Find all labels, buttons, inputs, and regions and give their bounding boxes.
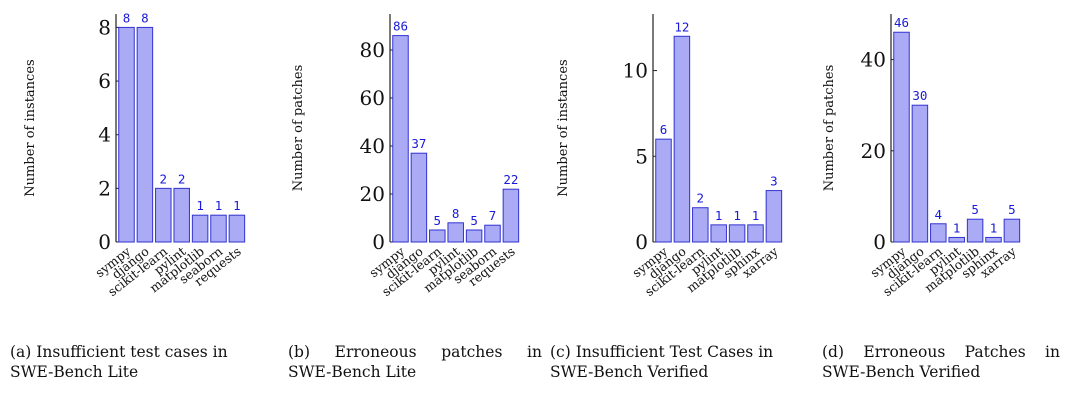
data-label: 1: [752, 208, 760, 223]
bar: [985, 236, 1002, 243]
bar: [710, 224, 727, 243]
bar: [747, 224, 764, 243]
data-label: 1: [715, 208, 723, 223]
caption-b-line1: (b) Erroneous patches in: [288, 343, 542, 361]
y-axis-label: Number of instances: [556, 59, 571, 196]
bar: [118, 26, 135, 243]
bar: [173, 187, 190, 243]
bar: [484, 224, 501, 243]
chart-panel-c: Number of instances 0 5 10 6 sympy 12 django 2 sc…: [550, 0, 815, 400]
caption-a-line2: SWE-Bench Lite: [10, 363, 139, 381]
data-label: 5: [434, 213, 442, 228]
data-label: 1: [990, 220, 998, 235]
y-axis-label: Number of patches: [291, 65, 306, 192]
y-tick-label: 2: [98, 176, 111, 200]
data-label: 1: [953, 220, 961, 235]
bar: [1003, 218, 1021, 243]
data-label: 6: [660, 122, 668, 137]
caption-d-line1: (d) Erroneous Patches in: [822, 343, 1060, 361]
data-label: 8: [141, 10, 149, 25]
caption-c: (c) Insufficient Test Cases in SWE-Bench…: [550, 342, 810, 382]
caption-b-line2: SWE-Bench Lite: [288, 363, 417, 381]
data-label: 30: [912, 88, 927, 103]
data-label: 5: [1008, 202, 1016, 217]
data-label: 46: [894, 15, 909, 30]
caption-a-line1: (a) Insufficient test cases in: [10, 343, 228, 361]
bar: [893, 31, 910, 243]
y-axis-label: Number of patches: [822, 65, 837, 192]
y-tick-label: 5: [635, 144, 648, 168]
y-tick-label: 20: [360, 182, 385, 206]
caption-c-line2: SWE-Bench Verified: [550, 363, 709, 381]
y-axis-label: Number of instances: [23, 59, 38, 196]
bar: [465, 229, 483, 243]
bar: [655, 138, 672, 243]
y-tick-label: 60: [360, 86, 385, 110]
bar-chart-c: Number of instances05106sympy12django2sc…: [556, 14, 783, 299]
caption-a: (a) Insufficient test cases in SWE-Bench…: [10, 342, 265, 382]
data-label: 1: [215, 198, 223, 213]
bar: [392, 35, 409, 243]
data-label: 1: [733, 208, 741, 223]
bar: [765, 190, 783, 243]
bar: [447, 222, 464, 243]
bar: [502, 188, 520, 243]
y-tick-label: 20: [861, 139, 886, 163]
data-label: 1: [196, 198, 204, 213]
caption-d: (d) Erroneous Patches in SWE-Bench Verif…: [822, 342, 1060, 382]
y-tick-label: 40: [861, 48, 886, 72]
y-tick-label: 6: [98, 69, 111, 93]
bar: [155, 187, 172, 243]
bar-chart-b: Number of patches02040608086sympy37djang…: [291, 14, 520, 299]
chart-panel-a: Number of instances 0 2 4 6 8 8 sympy 8 django 2 sc…: [0, 0, 270, 400]
data-label: 8: [452, 206, 460, 221]
chart-panel-b: Number of patches 0 20 40 60 80 86 sympy 37 djang…: [280, 0, 550, 400]
bar: [930, 223, 947, 243]
data-label: 2: [697, 191, 705, 206]
bar: [410, 152, 428, 243]
bar: [429, 229, 446, 243]
data-label: 3: [770, 174, 778, 189]
y-tick-label: 40: [360, 134, 385, 158]
bar: [191, 214, 209, 243]
data-label: 86: [393, 19, 408, 34]
bar: [728, 224, 746, 243]
data-label: 1: [233, 198, 241, 213]
bar: [966, 218, 984, 243]
bar: [692, 207, 709, 243]
y-tick-label: 0: [873, 230, 886, 254]
chart-panel-d: Number of patches 0 20 40 46 sympy 30 django 4 sc…: [815, 0, 1072, 400]
bar: [948, 236, 965, 243]
data-label: 7: [489, 208, 497, 223]
data-label: 5: [971, 202, 979, 217]
data-label: 22: [503, 172, 518, 187]
bar: [228, 214, 246, 243]
data-label: 12: [674, 19, 689, 34]
data-label: 2: [178, 171, 186, 186]
bar: [911, 104, 929, 243]
data-label: 2: [160, 171, 168, 186]
caption-d-line2: SWE-Bench Verified: [822, 363, 981, 381]
data-label: 4: [935, 207, 943, 222]
data-label: 37: [411, 136, 426, 151]
y-tick-label: 4: [98, 123, 111, 147]
bar: [210, 214, 227, 243]
y-tick-label: 80: [360, 38, 385, 62]
caption-c-line1: (c) Insufficient Test Cases in: [550, 343, 774, 361]
bar-chart-d: Number of patches0204046sympy30django4sc…: [822, 14, 1021, 299]
y-tick-label: 0: [98, 230, 111, 254]
bar: [136, 26, 154, 243]
caption-b: (b) Erroneous patches in SWE-Bench Lite: [288, 342, 542, 382]
data-label: 8: [123, 10, 131, 25]
data-label: 5: [470, 213, 478, 228]
bar: [673, 35, 691, 243]
y-tick-label: 10: [623, 59, 648, 83]
y-tick-label: 0: [372, 230, 385, 254]
y-tick-label: 0: [635, 230, 648, 254]
y-tick-label: 8: [98, 15, 111, 39]
